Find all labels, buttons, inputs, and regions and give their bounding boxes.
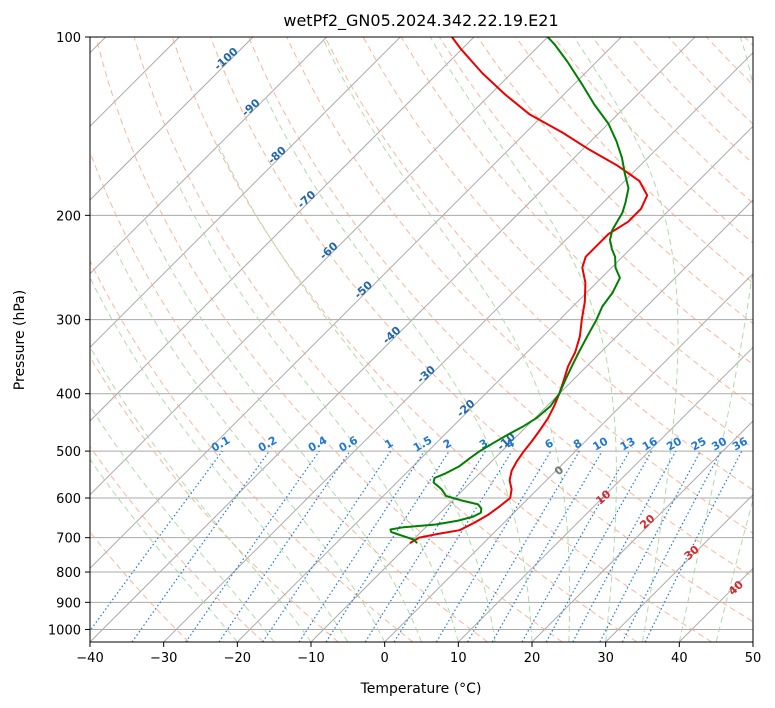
y-tick-label: 1000 [48,623,81,638]
isotherm-line [90,37,401,349]
mixing-ratio-line [90,450,223,632]
dry-adiabat-line [90,356,339,642]
dry-adiabat-line [286,37,753,534]
x-tick-label: −20 [224,651,251,666]
moist-adiabat-line [90,458,238,642]
mixing-ratio-line [185,450,320,642]
x-tick-label: 40 [671,651,688,666]
moist-adiabat-line [678,37,753,642]
sounding-profiles [389,37,649,544]
y-tick-label: 800 [56,566,81,581]
x-tick-label: −10 [297,651,324,666]
mixing-ratio-line [491,450,603,642]
x-tick-label: 0 [381,651,389,666]
moist-adiabat-line [90,405,275,642]
plot-frame [89,36,754,643]
y-axis-label: Pressure (hPa) [12,290,28,390]
x-tick-label: 10 [450,651,467,666]
dry-adiabat-line [515,37,753,284]
mixing-ratio-line [435,450,552,642]
x-tick-label: 50 [745,651,762,666]
mixing-ratio-line [262,450,392,642]
mixing-ratio-line [644,450,743,642]
mixing-ratio-line [298,450,425,642]
isotherm-line [90,37,328,275]
mixing-ratio-line [325,450,450,642]
dry-adiabats [90,37,753,642]
dry-adiabat-line [171,37,712,642]
moist-adiabat-line [573,37,679,642]
x-axis-ticks: −40 −30 −20 −10 0 10 20 30 40 50 [76,642,761,666]
moist-adiabat-line [142,215,422,642]
moist-adiabat-line [176,180,459,642]
chart-title: wetPf2_GN05.2024.342.22.19.E21 [283,11,558,31]
moist-adiabat-line [321,37,571,642]
isotherm-line [384,272,753,642]
x-tick-label: 20 [524,651,541,666]
y-axis-ticks: 100 200 300 400 500 600 700 800 900 1000 [48,31,90,638]
isotherm-line [90,37,622,570]
x-tick-label: −40 [76,651,103,666]
isotherm-line [90,37,549,496]
moist-adiabat-line [263,94,533,642]
moist-adiabat-line [90,276,349,642]
mixing-ratio-line [545,450,653,642]
mixing-ratio-line [621,450,722,642]
dry-adiabat-line [248,37,753,578]
mixing-ratio-lines [90,450,743,642]
mixing-ratio-line [466,450,580,642]
x-tick-label: −30 [150,651,177,666]
moist-adiabat-line [715,497,753,642]
moist-adiabats [90,37,753,642]
dry-adiabat-line [90,259,414,642]
moist-adiabat-line [429,37,617,642]
dry-adiabat-line [133,37,638,642]
mixing-ratio-line [599,450,702,642]
y-tick-label: 500 [56,445,81,460]
y-tick-label: 100 [56,31,81,46]
isotherm-line [531,420,753,642]
x-axis-label: Temperature (°C) [360,681,482,697]
isotherm-line [457,346,753,642]
y-tick-label: 400 [56,388,81,403]
moist-adiabat-line [113,245,386,642]
mixing-ratio-line [131,450,270,642]
dry-adiabat-line [90,445,264,642]
isotherm-line [605,493,753,642]
isotherm-line [236,125,753,642]
mixing-ratio-line [218,450,351,642]
dry-adiabat-line [95,37,563,642]
isotherm-line [90,37,254,201]
dry-adiabat-line [324,37,753,491]
dry-adiabat-line [210,37,753,623]
y-tick-label: 600 [56,492,81,507]
isotherm-line [163,51,753,642]
mixing-ratio-line [572,450,677,642]
isotherm-line [90,37,475,422]
temperature-profile-line [409,37,649,544]
y-tick-label: 900 [56,596,81,611]
y-tick-label: 300 [56,314,81,329]
dewpoint-profile-line [389,37,630,544]
y-tick-label: 700 [56,532,81,547]
y-tick-label: 200 [56,209,81,224]
x-tick-label: 30 [597,651,614,666]
